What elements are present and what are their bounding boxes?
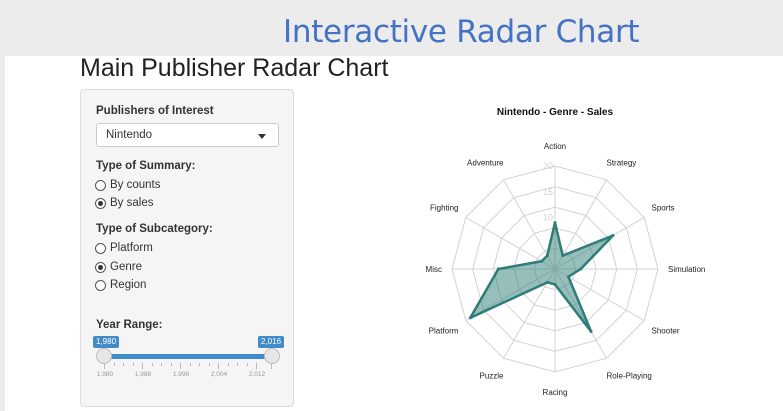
publisher-select[interactable]: Nintendo (96, 123, 279, 147)
radial-tick-label: 20 (543, 161, 553, 171)
slider-tick-label: 1,988 (134, 371, 152, 378)
radio-label: By sales (110, 197, 154, 209)
summary-label: Type of Summary: (96, 160, 196, 172)
data-point (545, 254, 549, 258)
radio-label: Platform (110, 242, 153, 254)
axis-category-label: Platform (429, 327, 459, 336)
axis-category-label: Puzzle (479, 372, 504, 381)
slider-minor-tick (114, 363, 115, 366)
slider-tick (256, 363, 257, 369)
axis-category-label: Shooter (652, 327, 680, 336)
radial-tick-label: 15 (543, 187, 553, 197)
slider-minor-tick (247, 363, 248, 366)
data-point (540, 259, 544, 263)
series-area (469, 221, 615, 333)
slider-minor-tick (133, 363, 134, 366)
slider-max-handle[interactable] (264, 348, 280, 364)
slider-tick (271, 363, 272, 369)
data-point (553, 221, 557, 225)
data-point (468, 316, 472, 320)
slider-min-badge: 1,980 (93, 336, 120, 348)
radio-label: Region (110, 279, 147, 291)
slider-tick-label: 2,004 (210, 371, 228, 378)
slider-tick (142, 363, 143, 369)
chart-title: Nintendo - Genre - Sales (497, 107, 614, 118)
year-range-slider-track[interactable] (103, 354, 273, 359)
slider-tick (218, 363, 219, 369)
slider-max-badge: 2,016 (258, 336, 285, 348)
slider-minor-tick (123, 363, 124, 366)
sidebar-panel: Publishers of Interest Nintendo Type of … (80, 89, 294, 407)
slider-minor-tick (161, 363, 162, 366)
axis-category-label: Fighting (430, 204, 458, 213)
radio-button[interactable] (95, 243, 106, 254)
publisher-label: Publishers of Interest (96, 105, 214, 117)
slider-minor-tick (209, 363, 210, 366)
axis-category-label: Misc (426, 265, 442, 274)
slider-minor-tick (171, 363, 172, 366)
radial-tick-label: 10 (543, 213, 553, 223)
axis-category-label: Simulation (668, 265, 705, 274)
chevron-down-icon (258, 134, 266, 139)
slider-minor-tick (190, 363, 191, 366)
axis-category-label: Role-Playing (607, 372, 652, 381)
data-point (496, 267, 500, 271)
axis-category-label: Racing (543, 388, 568, 397)
radio-button[interactable] (95, 180, 106, 191)
subcategory-label: Type of Subcategory: (96, 223, 213, 235)
data-point (561, 254, 565, 258)
slider-min-handle[interactable] (96, 348, 112, 364)
data-point (566, 275, 570, 279)
slider-tick-label: 1,996 (172, 371, 190, 378)
slider-tick (180, 363, 181, 369)
data-point (611, 234, 615, 238)
data-point (545, 280, 549, 284)
axis-category-label: Adventure (467, 158, 504, 167)
radio-button[interactable] (95, 280, 106, 291)
radio-label: By counts (110, 179, 161, 191)
data-point (553, 282, 557, 286)
radar-chart: 10 15 20 Action Strategy Sports Simulation Shoo… (426, 107, 706, 397)
slider-minor-tick (237, 363, 238, 366)
slider-minor-tick (228, 363, 229, 366)
year-range-label: Year Range: (96, 319, 163, 331)
radio-label: Genre (110, 261, 142, 273)
slide-title: Interactive Radar Chart (283, 14, 640, 50)
axis-category-label: Action (544, 142, 566, 151)
data-point (579, 267, 583, 271)
slider-tick-label: 2,012 (248, 371, 266, 378)
page-title: Main Publisher Radar Chart (80, 54, 389, 82)
slider-minor-tick (152, 363, 153, 366)
radio-button-selected[interactable] (95, 262, 106, 273)
slider-tick (104, 363, 105, 369)
publisher-select-value: Nintendo (106, 129, 153, 141)
slider-minor-tick (199, 363, 200, 366)
slider-tick-label: 1,980 (96, 371, 114, 378)
data-point (589, 329, 593, 333)
radio-button-selected[interactable] (95, 198, 106, 209)
axis-category-label: Strategy (607, 158, 637, 167)
axis-category-label: Sports (652, 204, 675, 213)
